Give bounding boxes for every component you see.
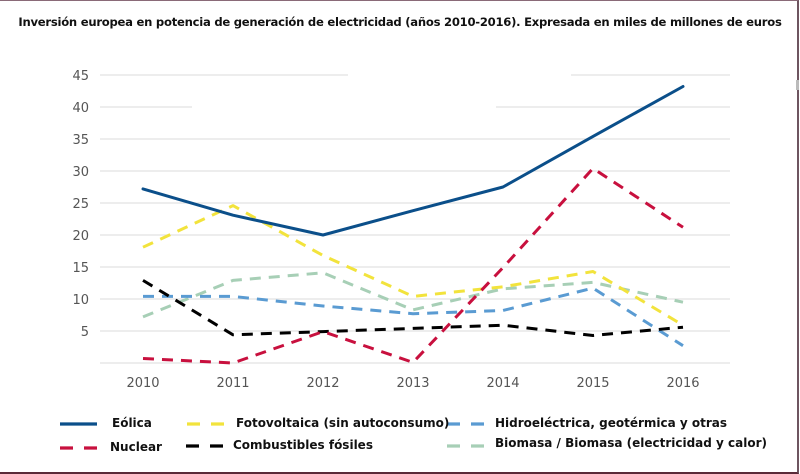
y-tick-label: 45 [72,69,89,84]
legend-label-hidroelectrica: Hidroeléctrica, geotérmica y otras [495,416,728,430]
x-tick-label: 2012 [306,376,339,391]
series-line-eólica [141,85,685,237]
x-tick-label: 2011 [216,376,249,391]
y-tick-label: 20 [72,229,89,244]
scroll-indicator [796,80,799,90]
series-lines [141,85,685,365]
legend-label-biomasa: Biomasa / Biomasa (electricidad y calor) [495,436,768,450]
series-line-combustibles [142,279,684,337]
y-tick-label: 5 [81,325,89,340]
legend-label-nuclear: Nuclear [110,440,162,454]
chart-title: Inversión europea en potencia de generac… [18,15,782,29]
legend-label-combustibles: Combustibles fósiles [233,438,373,452]
x-tick-label: 2015 [576,376,609,391]
y-tick-label: 10 [72,293,89,308]
series-line-hidroeléctrica [143,286,684,347]
y-axis-ticks: 5 10 15 20 25 30 35 40 45 [72,69,89,340]
legend-swatches [60,422,484,450]
x-tick-label: 2014 [486,376,519,391]
y-tick-label: 15 [72,261,89,276]
legend-label-fotovoltaica: Fotovoltaica (sin autoconsumo) [236,416,450,430]
y-tick-label: 25 [72,197,89,212]
legend-label-eolica: Eólica [112,416,152,430]
x-tick-label: 2013 [396,376,429,391]
x-axis-ticks: 2010 2011 2012 2013 2014 2015 2016 [126,376,699,391]
x-tick-label: 2016 [666,376,699,391]
gridlines [100,74,730,364]
y-tick-label: 30 [72,165,89,180]
y-tick-label: 35 [72,133,89,148]
x-tick-label: 2010 [126,376,159,391]
series-line-fotovoltaica [142,204,684,327]
y-tick-label: 40 [72,101,89,116]
